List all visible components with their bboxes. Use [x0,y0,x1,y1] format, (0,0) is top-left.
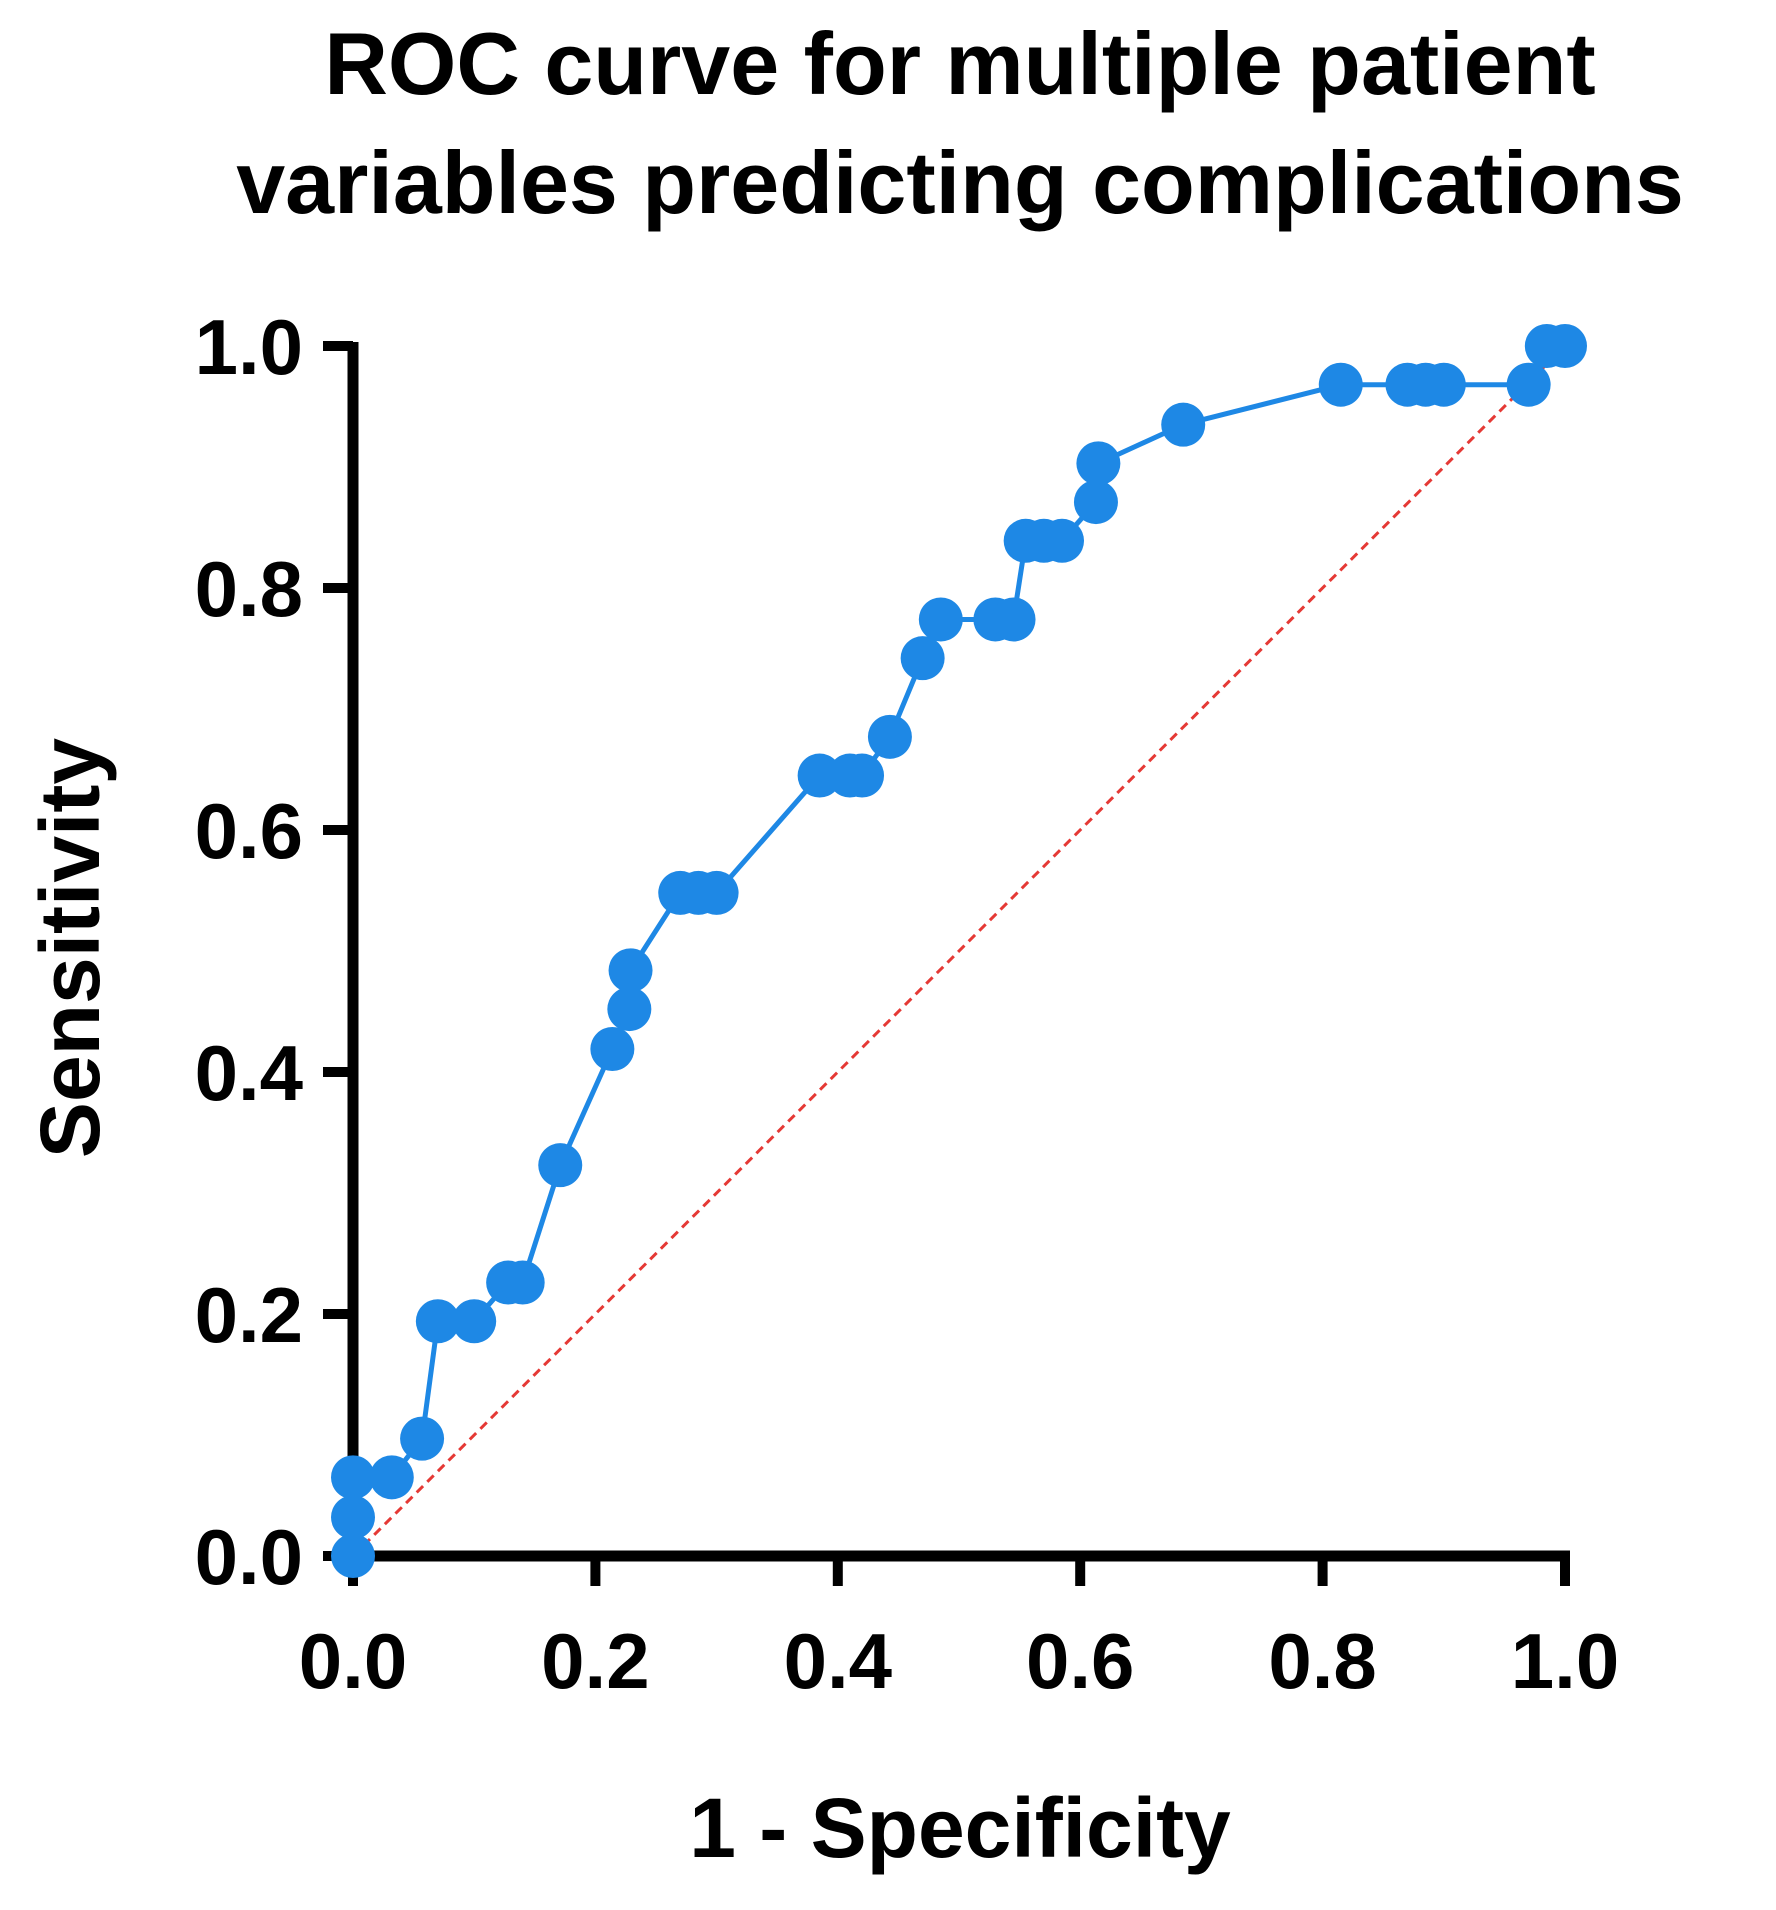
roc-data-point [590,1027,635,1072]
x-tick-label: 0.0 [299,1617,407,1705]
chart-title-line-2: variables predicting complications [236,133,1684,232]
y-tick-label: 0.8 [195,545,303,633]
roc-data-point [369,1455,414,1500]
y-tick-label: 0.2 [195,1271,303,1359]
y-tick-label: 1.0 [195,303,303,391]
roc-data-point [1421,362,1466,407]
x-tick-label: 0.6 [1026,1617,1134,1705]
roc-data-point [991,597,1036,642]
y-axis-label: Sensitivity [23,738,117,1158]
roc-data-point [1073,480,1118,525]
roc-data-point [1506,362,1551,407]
roc-data-point [331,1455,375,1500]
x-axis-label: 1 - Specificity [689,1781,1231,1875]
roc-data-point [400,1416,445,1461]
roc-data-point [840,753,885,798]
chart-title-line-1: ROC curve for multiple patient [324,14,1595,113]
reference-diagonal-line [351,344,1567,1558]
roc-data-point [1040,518,1085,563]
y-tick-label: 0.6 [195,787,303,875]
roc-data-point [500,1260,545,1305]
roc-data-point [415,1299,460,1344]
roc-data-point [1318,362,1363,407]
roc-data-point [331,1534,375,1578]
x-tick-label: 1.0 [1511,1617,1619,1705]
y-tick-label: 0.0 [195,1513,303,1601]
roc-data-point [331,1495,375,1540]
roc-data-point [608,948,653,993]
plot-area: 0.0 0.2 0.4 0.6 0.8 1.0 0.0 0.2 0.4 0.6 0.8 1.0 [195,303,1620,1705]
y-tick-label: 0.4 [195,1029,303,1117]
roc-data-point [867,714,912,759]
roc-data-point [900,636,945,681]
roc-data-point [452,1299,497,1344]
roc-data-point [1543,324,1587,368]
x-tick-label: 0.4 [784,1617,892,1705]
x-tick-label: 0.8 [1268,1617,1376,1705]
x-tick-label: 0.2 [541,1617,649,1705]
roc-data-point [538,1143,583,1188]
roc-data-point [1076,441,1121,486]
roc-data-point [918,597,963,642]
roc-data-point [694,870,739,915]
roc-data-point [607,987,652,1032]
roc-data-point [797,753,842,798]
roc-data-point [1161,402,1206,447]
